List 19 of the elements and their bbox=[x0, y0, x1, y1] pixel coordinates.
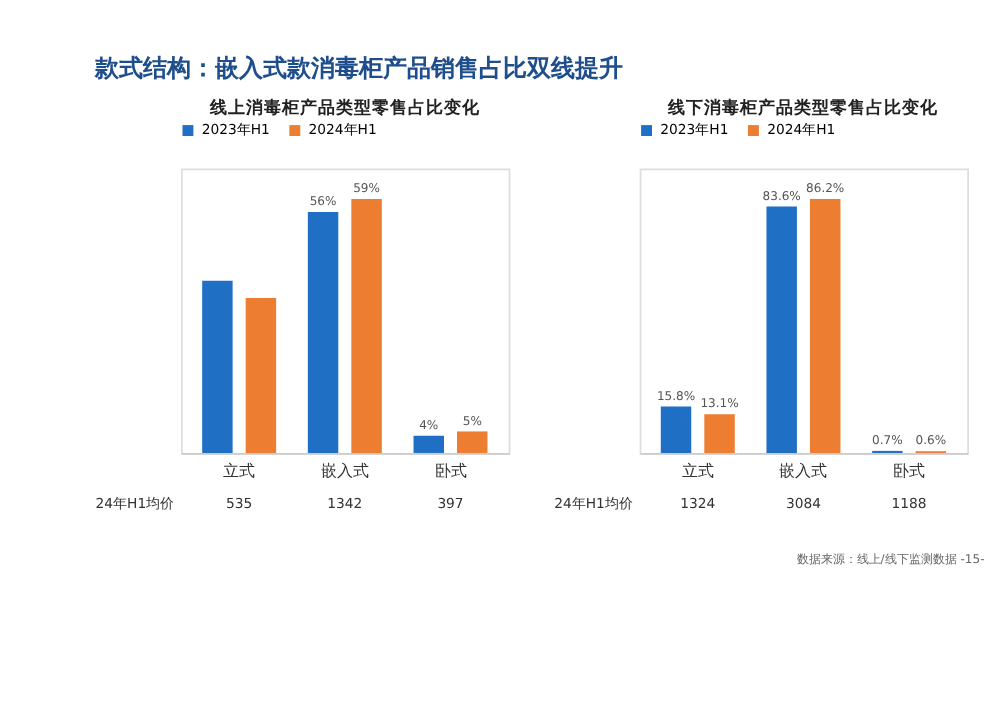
bar bbox=[766, 206, 797, 453]
bar bbox=[202, 280, 233, 453]
x-tick-label: 立式 bbox=[681, 462, 714, 481]
text: 款式结构：嵌入式款消毒柜产品销售占比双线提升 bbox=[93, 54, 624, 83]
x-tick-label: 嵌入式 bbox=[320, 462, 369, 481]
chart-title: 线下消毒柜产品类型零售占比变化 bbox=[666, 97, 941, 120]
x-tick-label: 立式 bbox=[223, 462, 256, 481]
bar bbox=[413, 435, 444, 453]
x-tick-label: 卧式 bbox=[434, 462, 467, 481]
bar bbox=[307, 211, 339, 453]
bar bbox=[660, 406, 692, 453]
x-tick-label: 卧式 bbox=[893, 462, 926, 481]
x-tick-label: 嵌入式 bbox=[779, 462, 828, 481]
bar bbox=[704, 414, 735, 453]
bar bbox=[245, 297, 277, 453]
bar bbox=[809, 198, 841, 453]
chart-title: 线上消毒柜产品类型零售占比变化 bbox=[207, 97, 482, 120]
bar bbox=[457, 431, 488, 453]
bar bbox=[351, 198, 382, 453]
